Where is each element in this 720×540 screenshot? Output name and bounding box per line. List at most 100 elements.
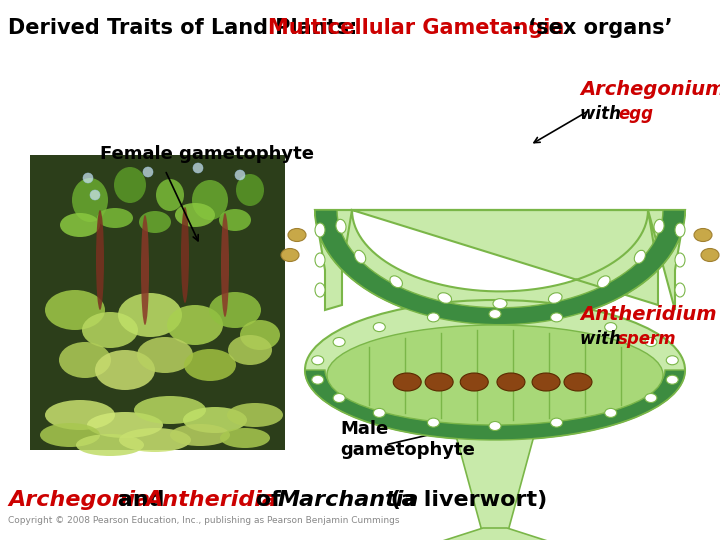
- Ellipse shape: [82, 312, 138, 348]
- Point: [400, 335, 409, 341]
- Polygon shape: [462, 310, 538, 390]
- Point: [436, 329, 445, 336]
- FancyBboxPatch shape: [30, 155, 285, 450]
- Ellipse shape: [192, 180, 228, 220]
- Ellipse shape: [312, 375, 324, 384]
- Text: with: with: [580, 330, 626, 348]
- Ellipse shape: [236, 174, 264, 206]
- Ellipse shape: [315, 283, 325, 297]
- Ellipse shape: [549, 293, 562, 303]
- Text: Derived Traits of Land Plants:: Derived Traits of Land Plants:: [8, 18, 372, 38]
- Ellipse shape: [373, 322, 385, 332]
- Point: [436, 414, 445, 421]
- Ellipse shape: [45, 290, 105, 330]
- Polygon shape: [315, 210, 685, 325]
- Ellipse shape: [425, 373, 453, 391]
- Circle shape: [235, 170, 245, 180]
- Text: Antheridia: Antheridia: [145, 490, 277, 510]
- Ellipse shape: [605, 408, 617, 417]
- Text: sperm: sperm: [618, 330, 677, 348]
- Ellipse shape: [315, 253, 325, 267]
- Ellipse shape: [333, 394, 345, 402]
- Ellipse shape: [118, 293, 182, 337]
- Ellipse shape: [281, 248, 299, 261]
- Ellipse shape: [497, 373, 525, 391]
- Ellipse shape: [354, 250, 366, 264]
- Ellipse shape: [551, 313, 562, 322]
- Ellipse shape: [675, 283, 685, 297]
- Ellipse shape: [645, 394, 657, 402]
- Point: [580, 410, 589, 416]
- Ellipse shape: [167, 305, 223, 345]
- Ellipse shape: [438, 293, 451, 303]
- Ellipse shape: [72, 178, 108, 222]
- Ellipse shape: [327, 325, 663, 425]
- Point: [616, 402, 625, 408]
- Ellipse shape: [288, 228, 306, 241]
- Circle shape: [90, 190, 100, 200]
- Ellipse shape: [97, 208, 133, 228]
- Text: and: and: [110, 490, 172, 510]
- Ellipse shape: [114, 167, 146, 203]
- Polygon shape: [455, 432, 535, 535]
- Bar: [30, 155, 285, 450]
- Ellipse shape: [390, 276, 402, 288]
- Text: egg: egg: [618, 105, 653, 123]
- Ellipse shape: [40, 423, 100, 447]
- Ellipse shape: [119, 428, 191, 452]
- Text: Antheridium: Antheridium: [580, 305, 716, 324]
- Ellipse shape: [493, 299, 507, 309]
- Ellipse shape: [428, 418, 439, 427]
- Ellipse shape: [59, 342, 111, 378]
- Polygon shape: [305, 370, 685, 440]
- Text: Archegonium: Archegonium: [580, 80, 720, 99]
- Ellipse shape: [333, 338, 345, 347]
- Point: [545, 414, 554, 421]
- Point: [472, 416, 481, 423]
- Text: with: with: [580, 105, 626, 123]
- Point: [580, 335, 589, 341]
- Ellipse shape: [220, 428, 270, 448]
- Ellipse shape: [489, 309, 501, 319]
- Ellipse shape: [139, 211, 171, 233]
- Text: (a liverwort): (a liverwort): [383, 490, 547, 510]
- Point: [472, 327, 481, 334]
- Ellipse shape: [598, 276, 610, 288]
- Ellipse shape: [95, 350, 155, 390]
- Point: [400, 410, 409, 416]
- Polygon shape: [315, 210, 685, 325]
- Ellipse shape: [183, 407, 247, 433]
- Text: - ‘sex organs’: - ‘sex organs’: [505, 18, 672, 38]
- Ellipse shape: [134, 396, 206, 424]
- Ellipse shape: [694, 228, 712, 241]
- Ellipse shape: [305, 300, 685, 440]
- Circle shape: [193, 163, 203, 173]
- Polygon shape: [430, 528, 560, 540]
- Ellipse shape: [137, 337, 193, 373]
- Ellipse shape: [675, 223, 685, 237]
- Ellipse shape: [564, 373, 592, 391]
- Ellipse shape: [312, 356, 324, 365]
- Ellipse shape: [428, 313, 439, 322]
- Point: [508, 327, 517, 334]
- Ellipse shape: [175, 203, 215, 227]
- Ellipse shape: [336, 219, 346, 233]
- Circle shape: [83, 173, 93, 183]
- Ellipse shape: [209, 292, 261, 328]
- Ellipse shape: [654, 219, 664, 233]
- Point: [616, 343, 625, 350]
- Ellipse shape: [76, 434, 144, 456]
- Ellipse shape: [701, 248, 719, 261]
- Text: Female gametophyte: Female gametophyte: [100, 145, 314, 163]
- Point: [365, 343, 374, 350]
- Text: Male
gametophyte: Male gametophyte: [340, 420, 475, 459]
- Ellipse shape: [60, 213, 100, 237]
- Circle shape: [143, 167, 153, 177]
- Ellipse shape: [532, 373, 560, 391]
- Ellipse shape: [219, 209, 251, 231]
- Ellipse shape: [666, 375, 678, 384]
- Ellipse shape: [96, 210, 104, 310]
- Ellipse shape: [605, 322, 617, 332]
- Ellipse shape: [184, 349, 236, 381]
- Ellipse shape: [45, 400, 115, 430]
